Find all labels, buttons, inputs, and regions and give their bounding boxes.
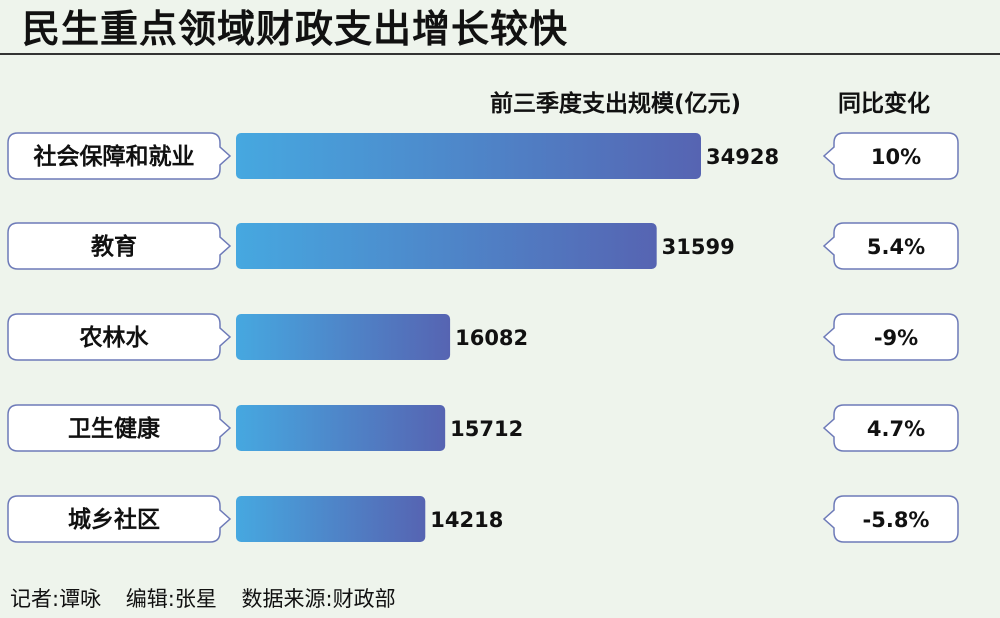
category-label-box [7, 132, 232, 180]
yoy-column-header: 同比变化 [838, 91, 930, 117]
category-label-box [7, 313, 232, 361]
reporter-credit: 记者:谭咏 [10, 587, 102, 611]
category-label-box [7, 495, 232, 543]
yoy-value: 5.4% [867, 235, 925, 259]
category-label: 社会保障和就业 [34, 143, 195, 170]
yoy-box [822, 222, 959, 270]
spend-column-header: 前三季度支出规模(亿元) [490, 91, 742, 117]
bar [236, 496, 426, 542]
bar-value-label: 16082 [455, 326, 528, 350]
bar [236, 223, 657, 269]
yoy-box [822, 313, 959, 361]
category-label: 卫生健康 [68, 415, 161, 442]
yoy-box [822, 404, 959, 452]
bar [236, 405, 446, 451]
bar-value-label: 14218 [430, 508, 503, 532]
category-label: 农林水 [79, 324, 150, 351]
category-label: 教育 [91, 233, 137, 260]
title-divider [0, 53, 1000, 55]
yoy-value: -9% [874, 326, 918, 350]
yoy-value: 4.7% [867, 417, 925, 441]
chart-footer: 记者:谭咏 编辑:张星 数据来源:财政部 [10, 584, 414, 614]
bar-value-label: 15712 [450, 417, 523, 441]
bar-value-label: 31599 [662, 235, 735, 259]
yoy-value: 10% [871, 145, 921, 169]
yoy-box [822, 132, 959, 180]
source-credit: 数据来源:财政部 [241, 587, 396, 611]
yoy-box [822, 495, 959, 543]
category-label-box [7, 404, 232, 452]
bar-value-label: 34928 [706, 145, 779, 169]
chart-title: 民生重点领域财政支出增长较快 [22, 7, 569, 51]
bar [236, 314, 451, 360]
bar [236, 133, 701, 179]
editor-credit: 编辑:张星 [125, 587, 217, 611]
yoy-value: -5.8% [863, 508, 930, 532]
category-label-box [7, 222, 232, 270]
category-label: 城乡社区 [68, 506, 160, 533]
